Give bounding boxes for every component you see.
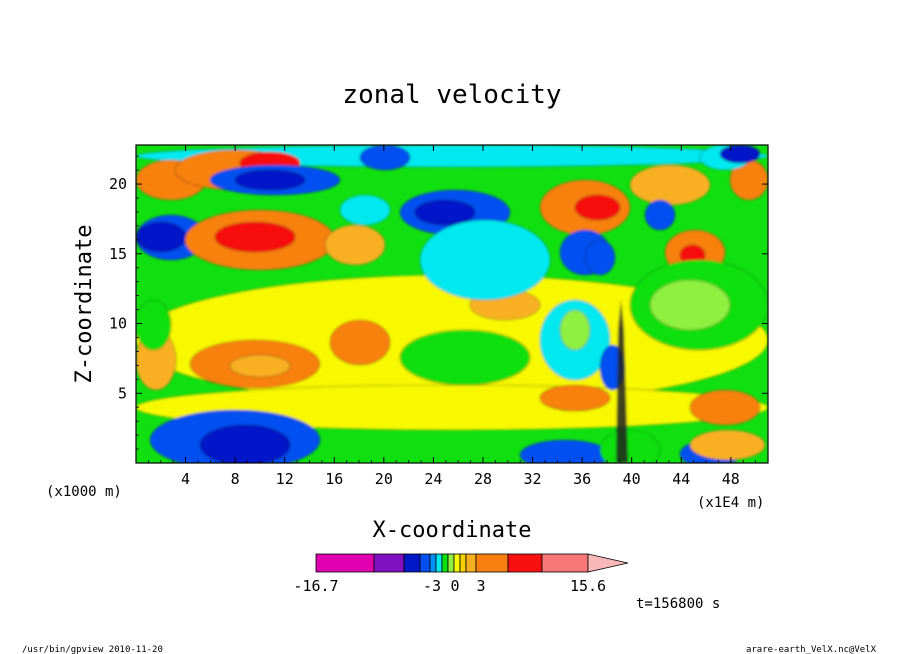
contour-region bbox=[689, 389, 761, 426]
contour-region bbox=[414, 199, 476, 226]
contour-region bbox=[649, 279, 731, 331]
x-tick-label: 44 bbox=[672, 470, 690, 488]
footer-left: /usr/bin/gpview 2010-11-20 bbox=[22, 645, 163, 654]
contour-region bbox=[339, 194, 391, 226]
colorbar-segment bbox=[465, 553, 477, 573]
colorbar-segment bbox=[315, 553, 375, 573]
plot-area bbox=[136, 145, 768, 463]
colorbar-segment bbox=[459, 553, 467, 573]
contour-region bbox=[644, 199, 676, 231]
contour-region bbox=[229, 354, 291, 378]
contour-region bbox=[599, 429, 661, 463]
colorbar-segment bbox=[373, 553, 405, 573]
x-tick-label: 4 bbox=[181, 470, 190, 488]
x-unit-note: (x1000 m) bbox=[46, 484, 122, 500]
x-tick-label: 8 bbox=[231, 470, 240, 488]
y-axis: 5 10 15 20 bbox=[109, 155, 768, 450]
colorbar-label: -16.7 bbox=[293, 577, 338, 595]
contour-region bbox=[399, 329, 531, 386]
plot-frame bbox=[135, 144, 769, 464]
x-axis: 4 8 12 16 20 24 28 32 36 40 44 48 bbox=[147, 145, 757, 488]
y-tick-label: 20 bbox=[109, 175, 127, 193]
y-tick-label: 5 bbox=[118, 384, 127, 402]
contour-region bbox=[616, 300, 628, 463]
contour-region bbox=[559, 309, 591, 351]
colorbar-labels: -16.7 -3 0 3 15.6 bbox=[293, 577, 606, 595]
colorbar-label: -3 bbox=[423, 577, 441, 595]
contour-region bbox=[214, 221, 296, 253]
y-tick-label: 15 bbox=[109, 245, 127, 263]
contour-region bbox=[584, 239, 616, 276]
x-tick-label: 36 bbox=[573, 470, 591, 488]
colorbar-segment bbox=[447, 553, 455, 573]
colorbar-segment bbox=[541, 553, 589, 573]
contour-region bbox=[329, 319, 391, 366]
contour-region bbox=[324, 224, 386, 266]
x-tick-label: 28 bbox=[474, 470, 492, 488]
colorbar-label: 3 bbox=[476, 577, 485, 595]
colorbar-segment bbox=[435, 553, 443, 573]
contour-region bbox=[136, 221, 187, 253]
x-tick-label: 16 bbox=[325, 470, 343, 488]
colorbar-label: 15.6 bbox=[570, 577, 606, 595]
contour-region bbox=[234, 169, 306, 191]
colorbar bbox=[315, 553, 629, 573]
colorbar-segment bbox=[403, 553, 421, 573]
contour-region bbox=[419, 219, 551, 301]
contour-region bbox=[136, 299, 172, 351]
x-axis-label: X-coordinate bbox=[373, 518, 532, 543]
colorbar-segment bbox=[441, 553, 449, 573]
x-tick-label: 24 bbox=[424, 470, 442, 488]
contour-region bbox=[689, 429, 766, 461]
y-axis-label: Z-coordinate bbox=[72, 225, 97, 384]
colorbar-label: 0 bbox=[450, 577, 459, 595]
contour-region bbox=[539, 384, 611, 412]
x-tick-label: 20 bbox=[375, 470, 393, 488]
contour-region bbox=[519, 439, 611, 463]
colorbar-segment bbox=[429, 553, 437, 573]
colorbar-segment bbox=[419, 553, 431, 573]
contour-region bbox=[359, 145, 411, 171]
contour-region bbox=[719, 145, 761, 164]
x-tick-label: 32 bbox=[524, 470, 542, 488]
colorbar-segment bbox=[507, 553, 543, 573]
contour-region bbox=[199, 424, 291, 463]
x-tick-label: 40 bbox=[623, 470, 641, 488]
contour-region bbox=[574, 194, 621, 221]
chart-title: zonal velocity bbox=[342, 80, 561, 110]
contour-region bbox=[629, 164, 711, 206]
footer-right: arare-earth_VelX.nc@VelX bbox=[746, 645, 877, 654]
y-tick-label: 10 bbox=[109, 315, 127, 333]
colorbar-segment bbox=[453, 553, 461, 573]
time-label: t=156800 s bbox=[636, 596, 720, 612]
colorbar-extension bbox=[587, 553, 629, 573]
x-tick-label: 12 bbox=[276, 470, 294, 488]
colorbar-segment bbox=[475, 553, 509, 573]
x-scale-note: (x1E4 m) bbox=[697, 495, 764, 511]
x-tick-label: 48 bbox=[722, 470, 740, 488]
